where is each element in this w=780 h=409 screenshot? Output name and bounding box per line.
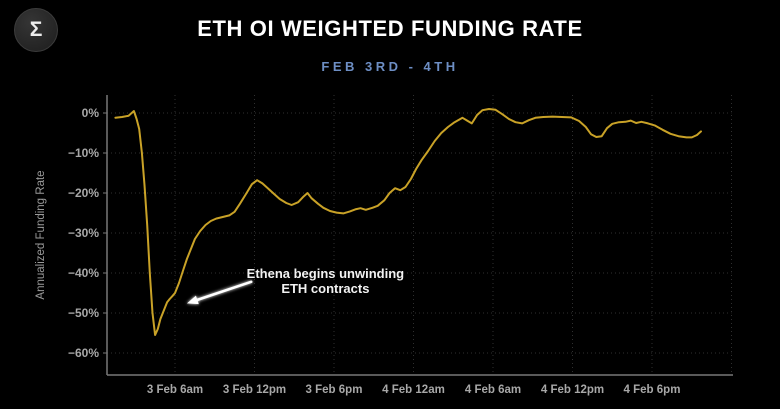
svg-text:3 Feb 12pm: 3 Feb 12pm bbox=[223, 384, 286, 396]
y-axis-title: Annualized Funding Rate bbox=[35, 170, 47, 299]
x-tick-labels: 3 Feb 6am 3 Feb 12pm 3 Feb 6pm 4 Feb 12am 4 … bbox=[147, 384, 681, 396]
svg-text:4 Feb 12am: 4 Feb 12am bbox=[382, 384, 445, 396]
funding-rate-line bbox=[114, 108, 702, 336]
svg-text:4 Feb 12pm: 4 Feb 12pm bbox=[541, 384, 604, 396]
gridlines bbox=[107, 95, 732, 375]
date-range-subtitle: FEB 3RD - 4TH bbox=[321, 59, 459, 74]
annotation-text: Ethena begins unwinding bbox=[247, 266, 405, 281]
svg-text:3 Feb 6am: 3 Feb 6am bbox=[147, 384, 203, 396]
svg-text:4 Feb 6am: 4 Feb 6am bbox=[465, 384, 521, 396]
svg-text:−10%: −10% bbox=[68, 146, 99, 160]
svg-text:0%: 0% bbox=[82, 106, 100, 120]
page-title: ETH OI WEIGHTED FUNDING RATE bbox=[197, 16, 583, 41]
axes bbox=[103, 95, 733, 376]
annotation-text: ETH contracts bbox=[281, 281, 369, 296]
sigma-logo-icon: Σ bbox=[29, 17, 43, 41]
sigma-logo: Σ bbox=[14, 8, 58, 52]
annotation-arrow bbox=[186, 280, 253, 305]
y-tick-labels: 0% −10% −20% −30% −40% −50% −60% bbox=[68, 106, 99, 360]
svg-text:4 Feb 6pm: 4 Feb 6pm bbox=[624, 384, 681, 396]
svg-text:−60%: −60% bbox=[68, 346, 99, 360]
svg-text:3 Feb 6pm: 3 Feb 6pm bbox=[306, 384, 363, 396]
svg-text:−20%: −20% bbox=[68, 186, 99, 200]
svg-text:−30%: −30% bbox=[68, 226, 99, 240]
svg-text:−40%: −40% bbox=[68, 266, 99, 280]
svg-text:−50%: −50% bbox=[68, 306, 99, 320]
